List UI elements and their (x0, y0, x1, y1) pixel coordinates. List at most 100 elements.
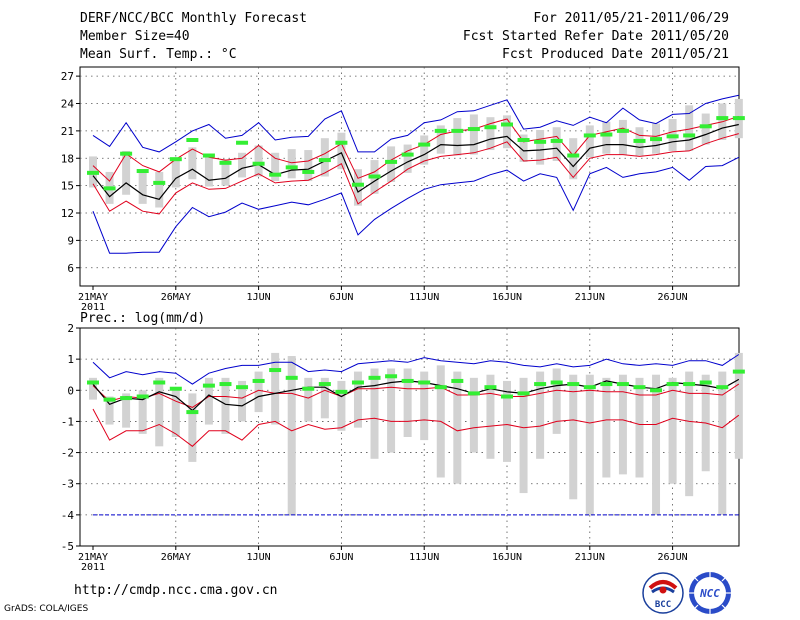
grads-credit: GrADS: COLA/IGES (4, 604, 89, 614)
temp-marker (699, 124, 712, 129)
temp-marker (550, 138, 563, 143)
temp-box (685, 105, 694, 151)
prec-marker (120, 396, 133, 401)
prec-marker (103, 397, 116, 402)
prec-box (304, 377, 313, 422)
start-date-label: Fcst Started Refer Date 2011/05/20 (462, 29, 729, 44)
temp-ytick-label: 18 (61, 152, 74, 165)
temp-marker (236, 140, 249, 145)
prec-box (271, 352, 280, 425)
precip-title: Prec.: log(mm/d) (80, 311, 205, 326)
temp-box (552, 127, 561, 161)
source-url[interactable]: http://cmdp.ncc.cma.gov.cn (74, 583, 278, 598)
prec-marker (434, 385, 447, 390)
prec-box (204, 377, 213, 425)
temp-xtick-label: 11JUN (409, 292, 439, 303)
prec-box (503, 380, 511, 462)
prec-marker (269, 368, 282, 373)
prec-ytick-label: 2 (67, 322, 74, 335)
prec-box (171, 387, 180, 437)
temp-box (304, 150, 313, 182)
temp-marker (418, 142, 431, 147)
prec-marker (451, 378, 464, 383)
prec-box (602, 377, 611, 478)
temp-box (618, 119, 627, 155)
prec-box (635, 377, 644, 478)
temp-xtick-label: 26JUN (658, 292, 688, 303)
temp-box (387, 146, 396, 182)
prec-xtick-year: 2011 (81, 562, 105, 573)
temp-marker (252, 161, 265, 166)
prec-marker (202, 383, 215, 388)
temp-box (585, 125, 594, 158)
prec-marker (699, 380, 712, 385)
prec-xtick-label: 6JUN (329, 552, 353, 563)
prec-ytick-label: -2 (61, 447, 74, 460)
temp-line-p90 (92, 115, 739, 182)
prec-box (353, 371, 362, 428)
temp-frame (79, 66, 740, 287)
prec-marker (666, 382, 679, 387)
prec-marker (716, 385, 729, 390)
temp-box (221, 160, 230, 186)
prec-box (453, 371, 462, 484)
prec-marker (583, 385, 596, 390)
temp-marker (318, 158, 331, 163)
prec-box (519, 377, 528, 494)
prec-box (403, 368, 412, 437)
prec-ytick-label: -3 (61, 478, 74, 491)
prec-marker (467, 391, 480, 396)
prec-box (668, 377, 677, 484)
temp-marker (302, 169, 315, 174)
temp-ytick-label: 9 (67, 234, 74, 247)
prec-box (89, 377, 97, 400)
ncc-logo-text: NCC (699, 587, 720, 600)
temp-box (569, 138, 578, 180)
prec-marker (484, 385, 497, 390)
period-label: For 2011/05/21-2011/06/29 (533, 11, 729, 26)
prec-xtick-label: 16JUN (492, 552, 522, 563)
prec-ytick-label: 0 (67, 384, 74, 397)
prec-marker (252, 378, 265, 383)
prec-box (337, 380, 346, 431)
temp-ytick-label: 24 (61, 98, 75, 111)
temp-box (519, 134, 528, 162)
prec-box (155, 377, 164, 447)
prec-box (536, 371, 545, 459)
temp-marker (434, 128, 447, 133)
prec-ytick-label: -1 (61, 415, 74, 428)
temp-marker (501, 122, 513, 127)
temp-box (238, 152, 247, 178)
prec-box (320, 377, 329, 419)
temp-box (254, 145, 263, 177)
temp-marker (351, 182, 364, 187)
prec-marker (368, 375, 381, 380)
temp-xtick-year: 2011 (81, 302, 105, 313)
temp-box (602, 121, 611, 154)
temp-xtick-label: 1JUN (247, 292, 271, 303)
prec-xtick-label: 21JUN (575, 552, 605, 563)
temp-box (436, 125, 445, 154)
temp-line-p10 (92, 133, 739, 215)
temp-marker (600, 132, 613, 137)
temp-box (204, 154, 213, 187)
prec-marker (683, 382, 696, 387)
prec-marker (616, 382, 629, 387)
prec-xtick-label: 26MAY (161, 552, 191, 563)
prec-marker (650, 388, 663, 393)
temp-line-mean (92, 123, 739, 200)
temp-ytick-label: 15 (61, 180, 74, 193)
prec-marker (285, 375, 298, 380)
temp-box (188, 147, 197, 180)
temp-marker (484, 125, 497, 130)
temp-marker (451, 128, 464, 133)
prec-marker (136, 394, 149, 399)
temp-box (353, 169, 362, 206)
prec-marker (600, 382, 613, 387)
bcc-logo: BCC (640, 570, 686, 620)
prec-box (122, 393, 131, 428)
prec-xtick-label: 21MAY (78, 552, 108, 563)
temp-box (138, 169, 147, 204)
temp-box (155, 171, 164, 208)
temp-marker (732, 116, 745, 121)
